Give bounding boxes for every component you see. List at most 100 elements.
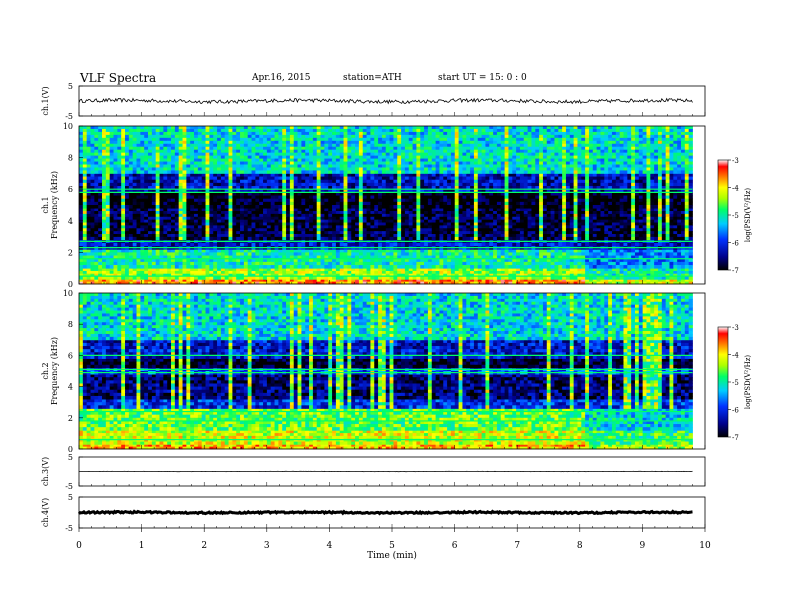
ch1-spectrogram-cell xyxy=(631,195,636,200)
ch1-spectrogram-cell xyxy=(458,234,463,238)
ch1-spectrogram-cell xyxy=(278,279,283,283)
ch1-spectrogram-cell xyxy=(140,228,145,232)
ch1-spectrogram-cell xyxy=(646,228,651,232)
ch1-spectrogram-cell xyxy=(569,205,575,209)
ch1-spectrogram-cell xyxy=(289,208,295,212)
ch1-spectrogram-cell xyxy=(493,205,498,209)
ch1-spectrogram-cell xyxy=(435,219,440,223)
ch1-spectrogram-cell xyxy=(266,205,272,209)
ch1-spectrogram-cell xyxy=(458,225,463,229)
ch1-spectrogram-cell xyxy=(600,249,605,253)
ch1-spectrogram-cell xyxy=(431,195,436,200)
ch1-spectrogram-cell xyxy=(408,281,413,285)
ch1-spectrogram-cell xyxy=(159,228,164,232)
ch1-spectrogram-cell xyxy=(684,252,690,256)
ch1-spectrogram-cell xyxy=(213,231,218,235)
ch1-spectrogram-cell xyxy=(489,279,494,283)
ch1-spectrogram-cell xyxy=(278,231,283,235)
ch1-spectrogram-cell xyxy=(596,222,601,226)
ch1-spectrogram-cell xyxy=(412,211,417,215)
ch1-spectrogram-cell xyxy=(297,211,302,215)
ch1-spectrogram-cell xyxy=(378,261,383,266)
ch1-spectrogram-cell xyxy=(596,195,601,200)
ch1-spectrogram-cell xyxy=(355,192,360,196)
ch1-spectrogram-cell xyxy=(263,234,268,238)
ch1-spectrogram-cell xyxy=(301,281,306,285)
ch1-spectrogram-cell xyxy=(523,281,528,285)
ch1-spectrogram-cell xyxy=(312,234,318,238)
ch1-spectrogram-cell xyxy=(424,195,429,200)
ch1-spectrogram-cell xyxy=(638,222,644,226)
ch1-spectrogram-cell xyxy=(205,222,210,226)
ch1-spectrogram-cell xyxy=(401,205,406,209)
ch1-spectrogram-cell xyxy=(266,270,272,275)
ch1-spectrogram-cell xyxy=(565,219,571,223)
ch1-spectrogram-cell xyxy=(320,201,325,206)
ch1-spectrogram-cell xyxy=(634,273,640,277)
ch1-spectrogram-cell xyxy=(201,201,206,206)
ch1-spectrogram-cell xyxy=(125,234,130,238)
ch1-spectrogram-cell xyxy=(673,201,678,206)
ch1-spectrogram-cell xyxy=(236,265,241,269)
ch1-spectrogram-cell xyxy=(519,279,525,283)
ch1-spectrogram-cell xyxy=(581,219,586,223)
ch1-spectrogram-cell xyxy=(148,270,153,275)
ch1-spectrogram-cell xyxy=(347,261,352,266)
ch1-spectrogram-cell xyxy=(274,231,279,235)
ch1-spectrogram-cell xyxy=(562,195,567,200)
ch1-spectrogram-cell xyxy=(588,242,594,247)
ch1-spectrogram-cell xyxy=(673,273,678,277)
ch1-spectrogram-cell xyxy=(416,281,421,285)
ch1-spectrogram-cell xyxy=(684,255,690,260)
ch1-spectrogram-cell xyxy=(493,242,498,247)
ch1-spectrogram-cell xyxy=(470,234,475,238)
ch1-spectrogram-cell xyxy=(236,270,241,275)
ch1-spectrogram-cell xyxy=(646,195,651,200)
ch1-spectrogram-cell xyxy=(554,231,559,235)
ch1-spectrogram-cell xyxy=(477,265,482,269)
ch1-spectrogram-cell xyxy=(286,236,291,241)
ch1-spectrogram-cell xyxy=(669,213,674,218)
ch1-spectrogram-cell xyxy=(531,192,536,196)
ch1-spectrogram-cell xyxy=(519,242,525,247)
ch1-spectrogram-cell xyxy=(565,201,571,206)
ch1-spectrogram-cell xyxy=(293,222,298,226)
ch1-spectrogram-cell xyxy=(194,205,199,209)
ch1-spectrogram-cell xyxy=(562,208,567,212)
ch1-spectrogram-cell xyxy=(523,211,528,215)
ch1-spectrogram-cell xyxy=(205,273,210,277)
ch1-spectrogram-cell xyxy=(665,265,670,269)
ch1-spectrogram-cell xyxy=(117,270,122,275)
ch1-spectrogram-cell xyxy=(443,279,448,283)
ch1-spectrogram-cell xyxy=(481,276,486,280)
ch1-spectrogram-cell xyxy=(481,236,486,241)
ch1-spectrogram-cell xyxy=(546,273,552,277)
ch1-spectrogram-cell xyxy=(493,252,498,256)
ch1-spectrogram-cell xyxy=(224,265,229,269)
ch1-spectrogram-cell xyxy=(105,219,111,223)
ch1-spectrogram-cell xyxy=(247,228,252,232)
ch1-spectrogram-cell xyxy=(596,213,601,218)
ch1-spectrogram-cell xyxy=(358,268,364,272)
ch1-spectrogram-cell xyxy=(121,258,126,263)
ch1-spectrogram-cell xyxy=(324,195,329,200)
ch1-spectrogram-cell xyxy=(240,234,245,238)
ch1-spectrogram-cell xyxy=(217,222,222,226)
ch1-spectrogram-cell xyxy=(401,276,406,280)
ch1-spectrogram-cell xyxy=(531,208,536,212)
ch1-spectrogram-cell xyxy=(136,195,141,200)
ch1-spectrogram-cell xyxy=(370,242,375,247)
ch1-spectrogram-cell xyxy=(113,281,118,285)
ch1-spectrogram-cell xyxy=(136,213,141,218)
ch1-spectrogram-cell xyxy=(117,225,122,229)
ch1-spectrogram-cell xyxy=(82,213,88,218)
ch1-spectrogram-cell xyxy=(450,222,456,226)
ch1-spectrogram-cell xyxy=(289,268,295,272)
ch1-spectrogram-cell xyxy=(684,198,690,203)
ch1-spectrogram-cell xyxy=(684,192,690,196)
ch1-spectrogram-cell xyxy=(611,216,617,221)
ch1-spectrogram-cell xyxy=(174,231,180,235)
ch1-spectrogram-cell xyxy=(638,249,644,253)
ch1-spectrogram-cell xyxy=(688,268,693,272)
ch1-spectrogram-cell xyxy=(416,276,421,280)
